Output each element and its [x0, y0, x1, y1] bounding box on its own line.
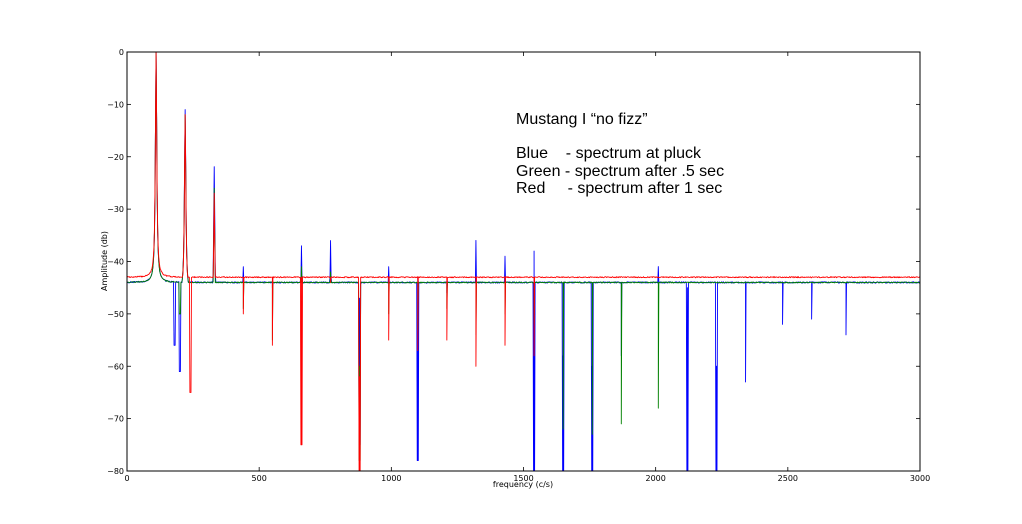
annotation-legend-red: Red - spectrum after 1 sec — [516, 180, 722, 197]
y-tick-label: −70 — [107, 415, 124, 424]
plot-lines — [126, 51, 921, 472]
x-tick-label: 1500 — [513, 474, 533, 483]
y-tick-label: −80 — [107, 467, 124, 476]
x-tick-label: 0 — [124, 474, 129, 483]
y-tick-label: −30 — [107, 205, 124, 214]
y-tick-label: −60 — [107, 362, 124, 371]
series-line-green — [126, 51, 921, 461]
x-tick-label: 1000 — [381, 474, 401, 483]
y-tick-label: −40 — [107, 258, 124, 267]
y-tick-label: −50 — [107, 310, 124, 319]
series-line-red — [126, 51, 921, 472]
x-tick-label: 2500 — [778, 474, 798, 483]
axes: 0 500 1000 1500 2000 2500 3000 0 −10 −20 −30 −40 −50… — [107, 48, 930, 483]
x-tick-label: 2000 — [645, 474, 665, 483]
annotation-legend-green: Green - spectrum after .5 sec — [516, 163, 724, 180]
y-tick-label: −10 — [107, 100, 124, 109]
annotation-title: Mustang I “no fizz” — [516, 111, 648, 128]
annotation-legend-blue: Blue - spectrum at pluck — [516, 145, 702, 162]
x-axis-label: frequency (c/s) — [493, 480, 553, 489]
y-axis-label: Amplitude (db) — [100, 231, 109, 291]
y-tick-label: 0 — [119, 48, 124, 57]
x-tick-label: 3000 — [910, 474, 930, 483]
y-tick-label: −20 — [107, 153, 124, 162]
x-tick-label: 500 — [252, 474, 267, 483]
